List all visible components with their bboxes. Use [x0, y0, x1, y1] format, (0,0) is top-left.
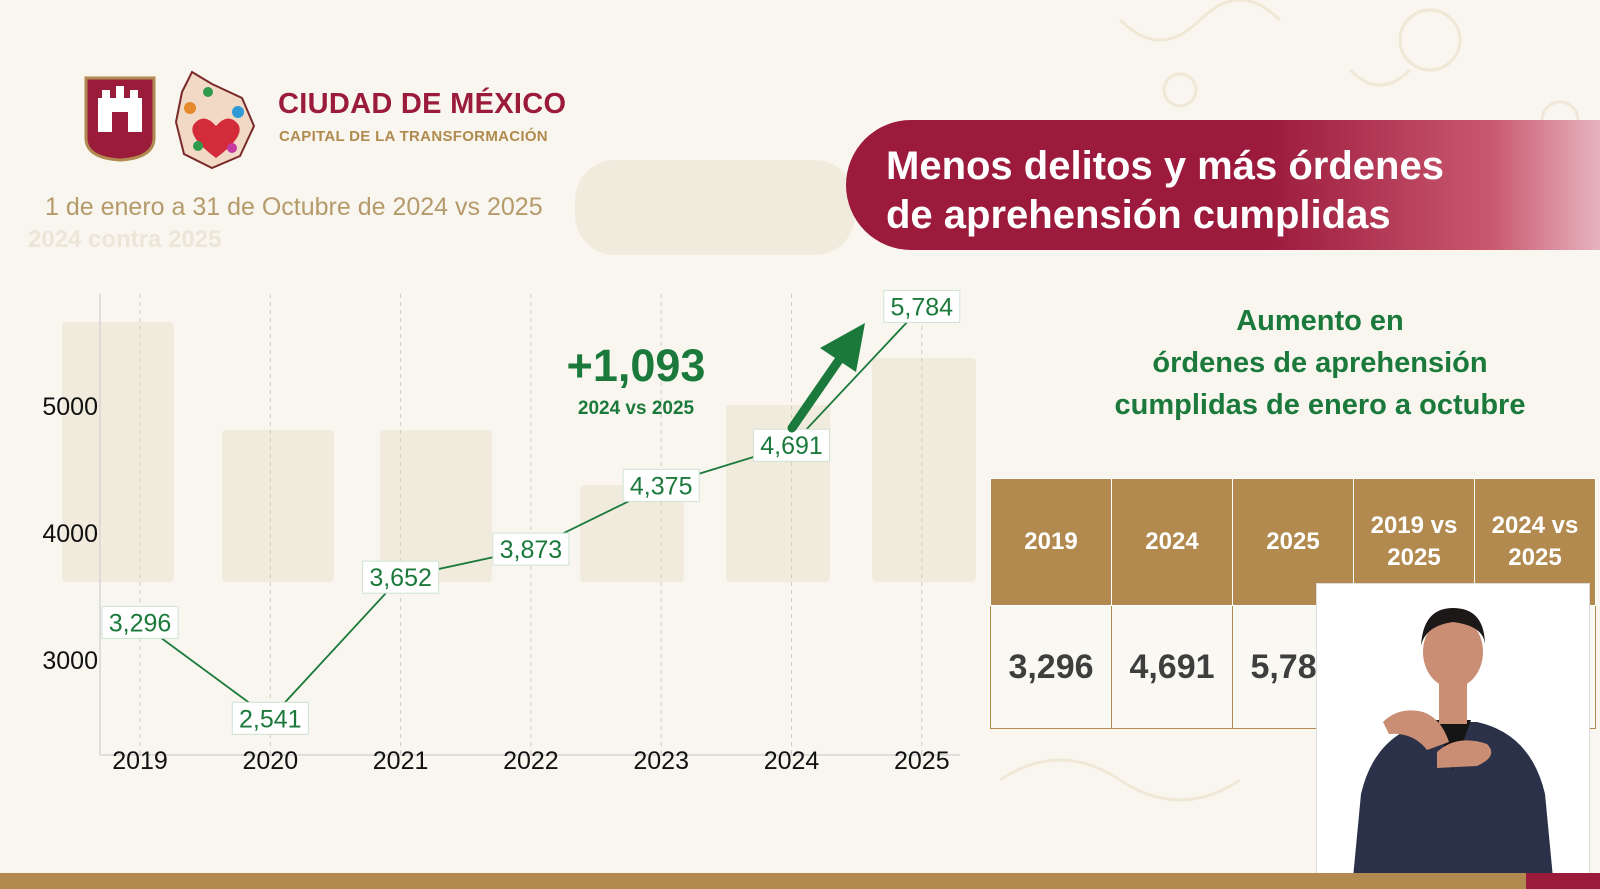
x-tick-label: 2025	[894, 747, 950, 775]
coat-of-arms-icon	[84, 76, 156, 162]
x-tick-label: 2019	[112, 747, 168, 775]
footer-bar	[0, 873, 1600, 889]
data-label: 2,541	[239, 705, 302, 733]
data-label-box	[883, 289, 961, 323]
data-label-box	[101, 605, 179, 639]
y-tick-label: 3000	[42, 647, 98, 675]
aumento-line-3: cumplidas de enero a octubre	[1114, 389, 1526, 421]
data-label: 4,375	[630, 472, 693, 500]
line-chart: 3000 4000 5000 2019 2020 2021 2022 2023 2024 2025…	[42, 289, 961, 775]
trend-arrow-icon	[820, 323, 865, 372]
banner-line-1: Menos delitos y más órdenes	[886, 144, 1444, 188]
date-range: 1 de enero a 31 de Octubre de 2024 vs 20…	[45, 193, 543, 221]
sign-language-interpreter-video	[1316, 583, 1590, 879]
brand-subtitle: CAPITAL DE LA TRANSFORMACIÓN	[279, 128, 548, 145]
brand-title: CIUDAD DE MÉXICO	[278, 88, 567, 120]
title-banner	[846, 120, 1600, 250]
faded-text: 2024 contra 2025	[28, 226, 222, 253]
trend-arrow-shaft	[787, 342, 853, 433]
increase-value: +1,093	[566, 340, 706, 391]
y-tick-label: 5000	[42, 393, 98, 421]
banner-title: Menos delitos y más órdenes de aprehensi…	[886, 142, 1600, 240]
data-label: 3,652	[369, 564, 432, 592]
y-tick-label: 4000	[42, 520, 98, 548]
table-header-row: 2019 2024 2025 2019 vs 2025 2024 vs 2025	[990, 478, 1596, 606]
increase-label: 2024 vs 2025	[577, 398, 695, 419]
data-label-box	[231, 701, 309, 735]
x-tick-label: 2023	[633, 747, 689, 775]
x-tick-label: 2024	[764, 747, 820, 775]
aumento-line-2: órdenes de aprehensión	[1152, 347, 1488, 379]
data-label-box	[622, 468, 700, 502]
banner-line-2: de aprehensión cumplidas	[886, 193, 1391, 237]
header-2019: 2019	[990, 478, 1112, 606]
data-label: 3,296	[109, 609, 172, 637]
data-label-box	[492, 532, 570, 566]
footer-bar-accent	[1526, 873, 1600, 889]
header-2024: 2024	[1111, 478, 1233, 606]
data-label: 3,873	[500, 536, 563, 564]
cell-2019: 3,296	[990, 605, 1112, 729]
x-tick-label: 2022	[503, 747, 559, 775]
data-label: 4,691	[760, 432, 823, 460]
x-tick-label: 2021	[373, 747, 429, 775]
data-label-box	[753, 428, 830, 462]
data-label-box	[362, 560, 440, 594]
aumento-line-1: Aumento en	[1236, 305, 1404, 337]
cell-2024: 4,691	[1111, 605, 1233, 729]
cdmx-logo	[84, 70, 256, 170]
heart-map-icon	[174, 70, 256, 170]
aumento-heading: Aumento en órdenes de aprehensión cumpli…	[1045, 300, 1595, 426]
data-label: 5,784	[891, 293, 954, 321]
interpreter-figure	[1317, 584, 1589, 878]
x-tick-label: 2020	[242, 747, 298, 775]
